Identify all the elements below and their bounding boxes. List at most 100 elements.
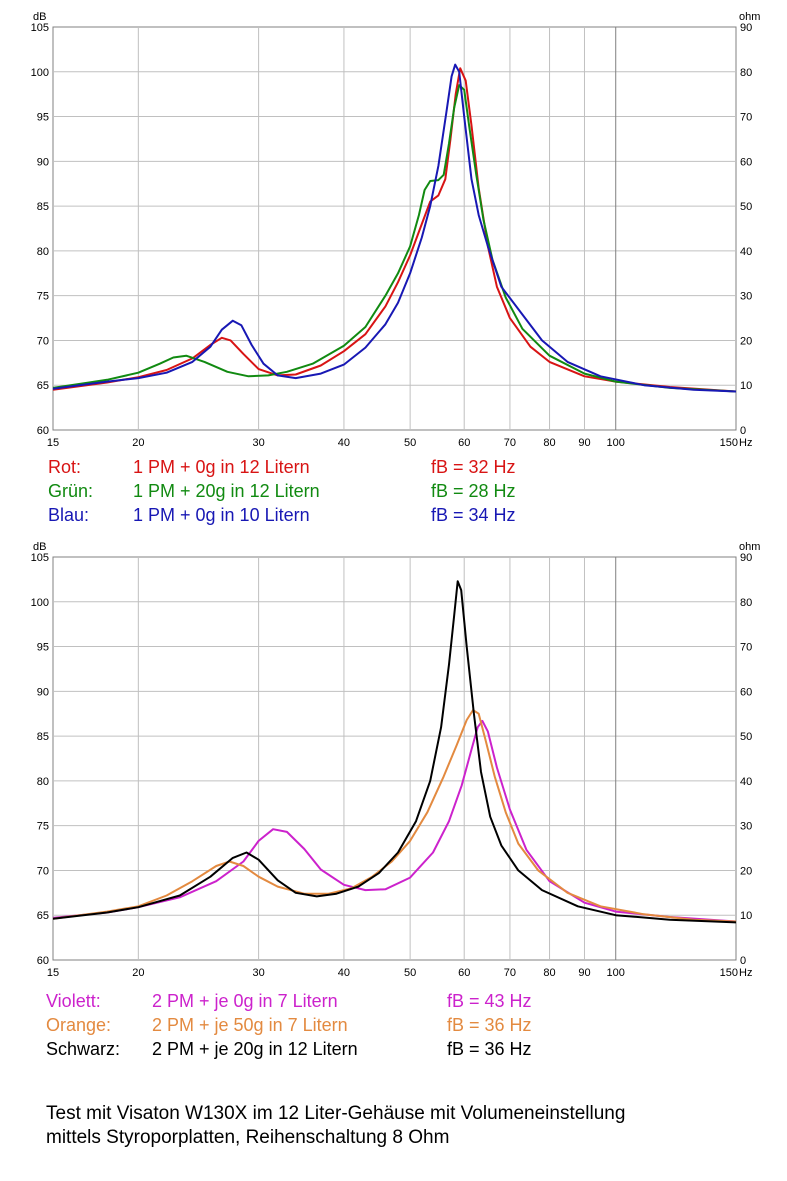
y-tick-label: 105 — [31, 22, 49, 34]
grid — [53, 27, 736, 430]
y2-tick-label: 40 — [740, 776, 752, 788]
y2-tick-label: 80 — [740, 597, 752, 609]
y2-tick-label: 10 — [740, 380, 752, 392]
y-tick-label: 90 — [37, 156, 49, 168]
x-tick-label: 15 — [47, 967, 59, 979]
y2-tick-label: 90 — [740, 22, 752, 34]
y-tick-label: 70 — [37, 865, 49, 877]
x-tick-label: 150 — [720, 437, 738, 449]
legend-description: 2 PM + je 20g in 12 Litern — [152, 1039, 358, 1059]
legend-bottom: Violett: 2 PM + je 0g in 7 Litern fB = 4… — [46, 989, 606, 1063]
legend-label: Rot: — [48, 457, 82, 477]
caption-line-2: mittels Styroporplatten, Reihenschaltung… — [46, 1127, 450, 1148]
legend-fb: fB = 43 Hz — [447, 991, 532, 1011]
chart-top: 60 65 70 75 80 85 90 95 100 105 0 10 20 30 40 50 60 70 80… — [31, 11, 761, 449]
series-group — [52, 63, 737, 393]
x-tick-label: 70 — [504, 437, 516, 449]
x-tick-label: 30 — [252, 967, 264, 979]
y2-tick-label: 20 — [740, 865, 752, 877]
y-tick-label: 100 — [31, 67, 49, 79]
x-tick-label: 90 — [578, 437, 590, 449]
x-tick-label: 30 — [252, 437, 264, 449]
legend-fb: fB = 36 Hz — [447, 1015, 532, 1035]
plot-area — [52, 556, 737, 961]
series-line-grün — [52, 84, 737, 393]
y2-unit-label: ohm — [739, 11, 760, 23]
x-unit-label: Hz — [739, 967, 752, 979]
x-tick-label: 150 — [720, 967, 738, 979]
y-axis-right: 0 10 20 30 40 50 60 70 80 90 — [740, 22, 752, 437]
x-tick-label: 100 — [607, 437, 625, 449]
y2-tick-label: 30 — [740, 821, 752, 833]
series-line-blau — [52, 63, 737, 393]
legend-top: Rot: 1 PM + 0g in 12 Litern fB = 32 Hz G… — [48, 455, 608, 529]
y2-tick-label: 0 — [740, 425, 746, 437]
x-tick-label: 50 — [404, 967, 416, 979]
y2-tick-label: 80 — [740, 67, 752, 79]
y-tick-label: 95 — [37, 642, 49, 654]
y-tick-label: 60 — [37, 425, 49, 437]
legend-fb: fB = 32 Hz — [431, 457, 516, 477]
x-tick-label: 90 — [578, 967, 590, 979]
x-tick-label: 100 — [607, 967, 625, 979]
y-tick-label: 85 — [37, 731, 49, 743]
legend-fb: fB = 36 Hz — [447, 1039, 532, 1059]
x-tick-label: 80 — [543, 967, 555, 979]
y-tick-label: 60 — [37, 955, 49, 967]
chart-bottom: 60 65 70 75 80 85 90 95 100 105 0 10 20 30 40 50 60 70 80… — [31, 541, 761, 979]
legend-description: 1 PM + 20g in 12 Litern — [133, 481, 320, 501]
y-axis-left: 60 65 70 75 80 85 90 95 100 105 — [31, 552, 49, 967]
x-tick-label: 80 — [543, 437, 555, 449]
y-tick-label: 70 — [37, 335, 49, 347]
y2-unit-label: ohm — [739, 541, 760, 553]
y-unit-label: dB — [33, 11, 46, 23]
y2-tick-label: 90 — [740, 552, 752, 564]
series-line-rot — [52, 67, 737, 393]
y-tick-label: 65 — [37, 380, 49, 392]
y2-tick-label: 40 — [740, 246, 752, 258]
legend-label: Violett: — [46, 991, 101, 1011]
grid — [53, 557, 736, 960]
legend-label: Orange: — [46, 1015, 112, 1035]
x-tick-label: 15 — [47, 437, 59, 449]
x-tick-label: 60 — [458, 437, 470, 449]
x-axis: 15 20 30 40 50 60 70 80 90 100 150 — [47, 967, 738, 979]
y2-tick-label: 50 — [740, 731, 752, 743]
y2-tick-label: 70 — [740, 642, 752, 654]
y-tick-label: 100 — [31, 597, 49, 609]
x-tick-label: 60 — [458, 967, 470, 979]
y-tick-label: 80 — [37, 246, 49, 258]
caption-line-1: Test mit Visaton W130X im 12 Liter-Gehäu… — [46, 1103, 626, 1124]
y-axis-right: 0 10 20 30 40 50 60 70 80 90 — [740, 552, 752, 967]
series-line-orange — [52, 709, 737, 923]
legend-description: 1 PM + 0g in 12 Litern — [133, 457, 310, 477]
legend-label: Blau: — [48, 505, 90, 525]
legend-description: 2 PM + je 0g in 7 Litern — [152, 991, 338, 1011]
caption: Test mit Visaton W130X im 12 Liter-Gehäu… — [46, 1102, 625, 1150]
y2-tick-label: 20 — [740, 335, 752, 347]
y-tick-label: 105 — [31, 552, 49, 564]
y2-tick-label: 10 — [740, 910, 752, 922]
y-tick-label: 85 — [37, 201, 49, 213]
series-line-schwarz — [52, 580, 737, 924]
x-axis: 15 20 30 40 50 60 70 80 90 100 150 — [47, 437, 738, 449]
y2-tick-label: 70 — [740, 112, 752, 124]
y-tick-label: 80 — [37, 776, 49, 788]
x-tick-label: 50 — [404, 437, 416, 449]
legend-fb: fB = 34 Hz — [431, 505, 516, 525]
x-unit-label: Hz — [739, 437, 752, 449]
legend-label: Grün: — [48, 481, 94, 501]
x-tick-label: 70 — [504, 967, 516, 979]
x-tick-label: 20 — [132, 967, 144, 979]
y-axis-left: 60 65 70 75 80 85 90 95 100 105 — [31, 22, 49, 437]
y-tick-label: 90 — [37, 686, 49, 698]
y-tick-label: 75 — [37, 821, 49, 833]
legend-description: 2 PM + je 50g in 7 Litern — [152, 1015, 348, 1035]
x-tick-label: 20 — [132, 437, 144, 449]
legend-fb: fB = 28 Hz — [431, 481, 516, 501]
y-tick-label: 75 — [37, 291, 49, 303]
x-tick-label: 40 — [338, 967, 350, 979]
legend-label: Schwarz: — [46, 1039, 121, 1059]
y2-tick-label: 30 — [740, 291, 752, 303]
legend-description: 1 PM + 0g in 10 Litern — [133, 505, 310, 525]
